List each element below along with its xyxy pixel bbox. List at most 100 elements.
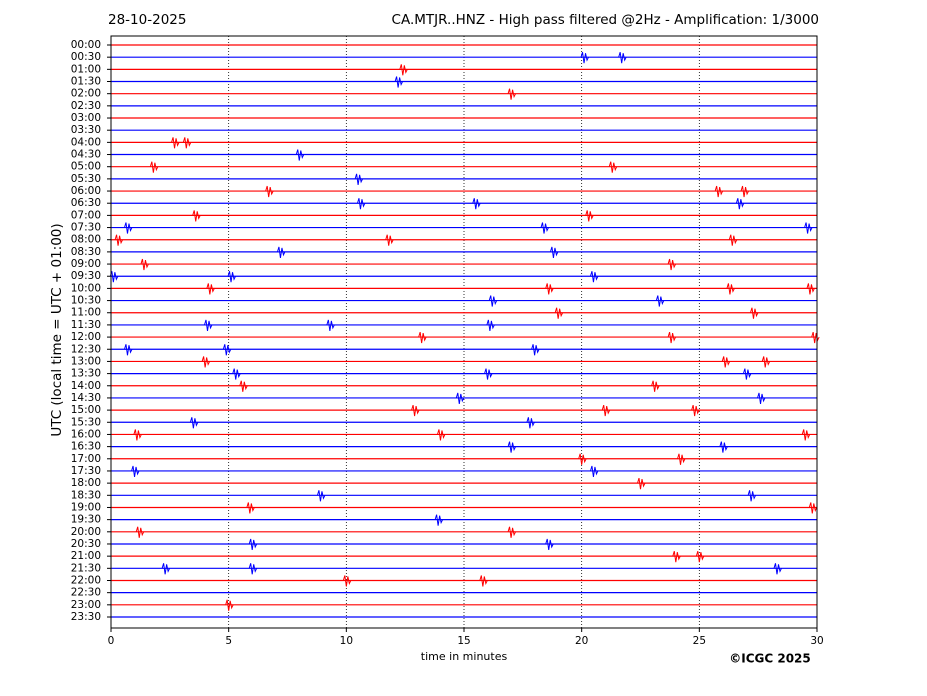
y-tick-label: 16:30 (71, 441, 101, 453)
event (182, 137, 192, 149)
y-tick-label: 14:00 (71, 380, 101, 392)
event (399, 64, 408, 76)
event (667, 331, 677, 344)
y-tick-label: 15:30 (71, 416, 101, 428)
y-tick-label: 10:00 (71, 282, 101, 294)
y-tick-label: 21:30 (71, 562, 101, 574)
event (316, 490, 326, 502)
event (749, 307, 759, 319)
event (747, 490, 757, 502)
event (356, 198, 366, 210)
y-tick-label: 14:30 (71, 392, 101, 404)
x-tick-label: 0 (108, 635, 115, 647)
y-tick-label: 16:00 (71, 428, 101, 440)
event (540, 222, 549, 234)
event (222, 344, 232, 356)
y-tick-label: 01:00 (71, 63, 101, 75)
event (580, 52, 589, 64)
event (507, 88, 517, 100)
y-tick-label: 09:00 (71, 258, 101, 270)
plot-frame (110, 35, 818, 629)
y-tick-label: 19:00 (71, 501, 101, 513)
event (691, 404, 700, 417)
event (140, 258, 149, 271)
event (801, 429, 811, 441)
event (248, 563, 258, 575)
event (192, 210, 201, 222)
y-tick-label: 03:30 (71, 124, 101, 136)
event (114, 234, 124, 246)
event (149, 161, 159, 173)
x-tick-label: 25 (693, 635, 706, 647)
chart-title: CA.MTJR..HNZ - High pass filtered @2Hz -… (392, 12, 819, 28)
event (554, 307, 564, 319)
event (411, 404, 420, 417)
y-tick-label: 22:00 (71, 574, 101, 586)
y-tick-label: 21:00 (71, 550, 101, 562)
y-tick-label: 06:30 (71, 197, 101, 209)
y-tick-label: 20:00 (71, 526, 101, 538)
event (726, 283, 735, 295)
event (232, 368, 241, 380)
y-tick-label: 05:30 (71, 173, 101, 185)
event (488, 295, 498, 307)
event (133, 429, 142, 441)
y-tick-label: 07:30 (71, 222, 101, 234)
event (295, 149, 305, 161)
event (507, 526, 517, 538)
event (135, 526, 145, 538)
event (578, 453, 587, 465)
event (761, 356, 771, 368)
event (589, 271, 599, 283)
event (434, 514, 444, 526)
event (811, 331, 820, 344)
x-axis-label: time in minutes (421, 650, 508, 663)
event (667, 258, 677, 271)
event (204, 319, 213, 331)
y-tick-label: 04:30 (71, 149, 101, 161)
x-tick-label: 15 (457, 635, 470, 647)
chart-date: 28-10-2025 (108, 12, 186, 28)
event (545, 538, 554, 551)
event (455, 392, 465, 405)
y-tick-label: 22:30 (71, 587, 101, 599)
y-tick-label: 00:30 (71, 51, 101, 63)
event (714, 185, 724, 198)
y-tick-label: 02:30 (71, 100, 101, 112)
y-tick-label: 23:30 (71, 611, 101, 623)
y-tick-label: 20:30 (71, 538, 101, 550)
event (637, 477, 646, 490)
event (721, 356, 731, 368)
y-tick-label: 08:30 (71, 246, 101, 258)
event (545, 283, 554, 295)
y-tick-label: 13:00 (71, 355, 101, 367)
event (354, 173, 364, 185)
y-tick-label: 08:00 (71, 234, 101, 246)
event (394, 76, 404, 88)
event (601, 404, 611, 417)
event (773, 563, 782, 575)
event (806, 283, 815, 295)
y-tick-label: 09:30 (71, 270, 101, 282)
event (740, 185, 749, 198)
event (171, 137, 180, 149)
event (804, 222, 813, 234)
event (342, 575, 352, 587)
event (123, 344, 133, 356)
event (507, 441, 517, 453)
event (479, 575, 488, 587)
event (418, 331, 427, 344)
event (201, 356, 211, 368)
event (655, 295, 665, 307)
event (742, 368, 752, 380)
y-tick-label: 17:00 (71, 453, 101, 465)
event (589, 465, 599, 478)
event (248, 538, 258, 551)
event (695, 551, 705, 563)
event (526, 417, 535, 429)
event (728, 234, 738, 246)
event (677, 453, 686, 465)
event (206, 283, 215, 295)
event (225, 599, 234, 611)
y-tick-label: 18:00 (71, 477, 101, 489)
